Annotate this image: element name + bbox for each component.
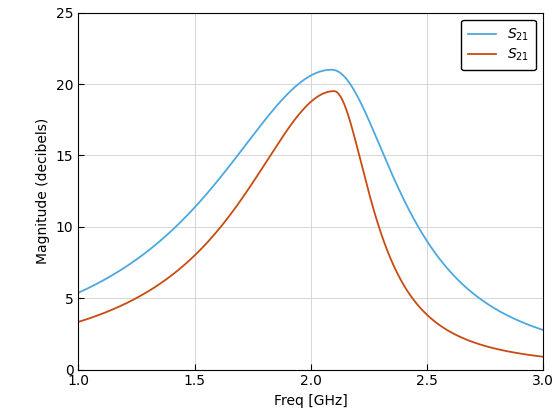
$S_{21}$ — [253, 174, 260, 179]
$S_{21}$ — [540, 354, 547, 359]
$S_{21}$ — [328, 67, 335, 72]
$S_{21}$ — [156, 239, 162, 244]
Line: $S_{21}$: $S_{21}$ — [78, 91, 543, 357]
$S_{21}$ — [156, 282, 162, 287]
$S_{21}$ — [531, 324, 538, 329]
X-axis label: Freq [GHz]: Freq [GHz] — [274, 394, 348, 408]
$S_{21}$ — [253, 128, 260, 133]
$S_{21}$ — [128, 298, 135, 303]
Legend: $S_{21}$, $S_{21}$: $S_{21}$, $S_{21}$ — [461, 20, 536, 71]
$S_{21}$ — [273, 143, 280, 148]
$S_{21}$ — [481, 299, 488, 304]
$S_{21}$ — [481, 343, 488, 348]
$S_{21}$ — [531, 353, 538, 358]
$S_{21}$ — [330, 89, 337, 94]
Line: $S_{21}$: $S_{21}$ — [78, 70, 543, 330]
$S_{21}$ — [273, 103, 280, 108]
$S_{21}$ — [128, 260, 135, 265]
$S_{21}$ — [540, 328, 547, 333]
Y-axis label: Magnitude (decibels): Magnitude (decibels) — [36, 118, 50, 264]
$S_{21}$ — [75, 290, 82, 295]
$S_{21}$ — [75, 319, 82, 324]
